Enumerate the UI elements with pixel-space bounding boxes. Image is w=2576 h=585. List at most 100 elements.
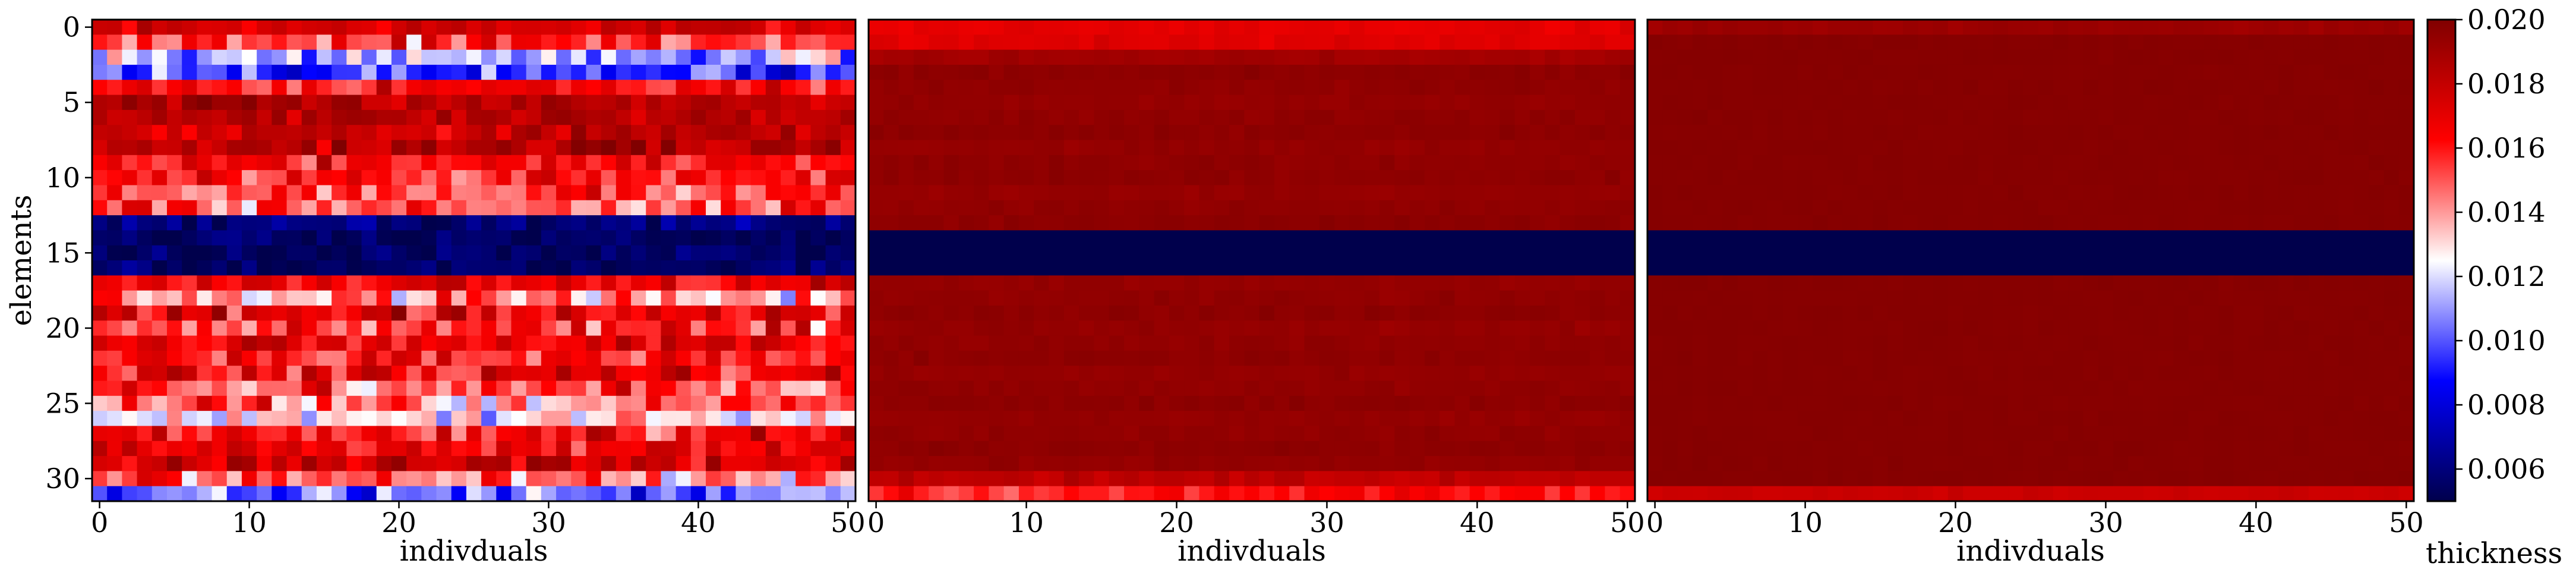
heatmap-cell bbox=[1858, 426, 1874, 442]
heatmap-cell bbox=[107, 441, 122, 457]
heatmap-cell bbox=[1978, 411, 1994, 427]
heatmap-cell bbox=[1364, 320, 1380, 336]
heatmap-cell bbox=[1842, 441, 1858, 457]
heatmap-cell bbox=[1858, 441, 1874, 457]
heatmap-cell bbox=[690, 155, 706, 171]
heatmap-cell bbox=[556, 200, 572, 216]
heatmap-cell bbox=[406, 170, 422, 186]
heatmap-cell bbox=[706, 486, 721, 502]
heatmap-cell bbox=[1049, 245, 1065, 261]
heatmap-cell bbox=[556, 395, 572, 411]
heatmap-cell bbox=[151, 350, 168, 366]
heatmap-cell bbox=[406, 366, 422, 382]
heatmap-cell bbox=[1993, 395, 2009, 411]
heatmap-cell bbox=[1993, 260, 2009, 276]
heatmap-cell bbox=[182, 200, 197, 216]
heatmap-cell bbox=[1903, 109, 1918, 125]
heatmap-cell bbox=[1963, 109, 1979, 125]
heatmap-cell bbox=[1647, 49, 1663, 65]
heatmap-cell bbox=[316, 260, 332, 276]
heatmap-cell bbox=[825, 471, 841, 487]
heatmap-cell bbox=[601, 320, 617, 336]
heatmap-cell bbox=[1485, 350, 1500, 366]
heatmap-cell bbox=[1139, 441, 1155, 457]
heatmap-cell bbox=[197, 215, 213, 231]
heatmap-cell bbox=[631, 200, 646, 216]
heatmap-cell bbox=[241, 80, 257, 96]
heatmap-cell bbox=[1692, 441, 1708, 457]
heatmap-cell bbox=[1753, 80, 1768, 96]
heatmap-cell bbox=[2068, 125, 2084, 141]
heatmap-cell bbox=[1034, 486, 1050, 502]
heatmap-cell bbox=[421, 426, 437, 442]
heatmap-cell bbox=[913, 185, 929, 201]
heatmap-cell bbox=[1109, 335, 1125, 351]
heatmap-cell bbox=[1214, 290, 1230, 306]
heatmap-cell bbox=[1887, 350, 1903, 366]
heatmap-cell bbox=[1707, 215, 1723, 231]
heatmap-cell bbox=[2083, 245, 2099, 261]
heatmap-cell bbox=[451, 441, 467, 457]
heatmap-cell bbox=[2384, 140, 2400, 156]
heatmap-cell bbox=[1797, 260, 1813, 276]
heatmap-cell bbox=[571, 441, 587, 457]
heatmap-cell bbox=[1063, 125, 1079, 141]
heatmap-cell bbox=[1274, 320, 1290, 336]
heatmap-cell bbox=[241, 20, 257, 35]
heatmap-cell bbox=[615, 350, 632, 366]
heatmap-cell bbox=[2143, 185, 2159, 201]
heatmap-cell bbox=[1692, 170, 1708, 186]
heatmap-cell bbox=[107, 471, 122, 487]
heatmap-cell bbox=[1124, 275, 1139, 291]
heatmap-cell bbox=[1289, 230, 1305, 246]
heatmap-cell bbox=[825, 335, 841, 351]
heatmap-cell bbox=[1677, 320, 1693, 336]
heatmap-cell bbox=[151, 125, 168, 141]
heatmap-cell bbox=[1003, 260, 1019, 276]
heatmap-cell bbox=[2068, 380, 2084, 397]
heatmap-cell bbox=[1677, 350, 1693, 366]
heatmap-cell bbox=[2308, 215, 2324, 231]
heatmap-cell bbox=[1782, 320, 1798, 336]
heatmap-cell bbox=[466, 290, 482, 306]
heatmap-cell bbox=[1214, 486, 1230, 502]
heatmap-cell bbox=[2248, 215, 2264, 231]
heatmap-cell bbox=[1797, 350, 1813, 366]
heatmap-cell bbox=[2038, 155, 2054, 171]
heatmap-cell bbox=[1169, 411, 1185, 427]
heatmap-cell bbox=[765, 305, 781, 321]
heatmap-cell bbox=[451, 350, 467, 366]
heatmap-cell bbox=[1485, 34, 1500, 51]
heatmap-cell bbox=[1529, 34, 1545, 51]
heatmap-cell bbox=[1560, 140, 1576, 156]
heatmap-cell bbox=[1184, 335, 1200, 351]
heatmap-cell bbox=[795, 34, 812, 51]
heatmap-cell bbox=[1858, 200, 1874, 216]
heatmap-cell bbox=[2023, 320, 2039, 336]
heatmap-cell bbox=[1707, 320, 1723, 336]
heatmap-cell bbox=[1079, 426, 1095, 442]
heatmap-cell bbox=[631, 305, 646, 321]
heatmap-cell bbox=[1409, 486, 1425, 502]
heatmap-cell bbox=[1349, 230, 1365, 246]
heatmap-cell bbox=[781, 215, 796, 231]
heatmap-cell bbox=[1842, 155, 1858, 171]
heatmap-cell bbox=[436, 275, 452, 291]
heatmap-cell bbox=[1334, 471, 1350, 487]
heatmap-cell bbox=[2248, 441, 2264, 457]
heatmap-cell bbox=[1963, 34, 1979, 51]
heatmap-cell bbox=[1574, 275, 1590, 291]
heatmap-cell bbox=[316, 350, 332, 366]
heatmap-cell bbox=[2083, 335, 2099, 351]
heatmap-cell bbox=[466, 185, 482, 201]
heatmap-cell bbox=[989, 305, 1005, 321]
heatmap-cell bbox=[316, 200, 332, 216]
heatmap-cell bbox=[1454, 155, 1470, 171]
heatmap-cell bbox=[810, 215, 826, 231]
heatmap-cell bbox=[1244, 320, 1260, 336]
heatmap-cell bbox=[1289, 155, 1305, 171]
heatmap-cell bbox=[1797, 380, 1813, 397]
heatmap-cell bbox=[750, 125, 766, 141]
heatmap-cell bbox=[1289, 20, 1305, 35]
heatmap-cell bbox=[795, 366, 812, 382]
